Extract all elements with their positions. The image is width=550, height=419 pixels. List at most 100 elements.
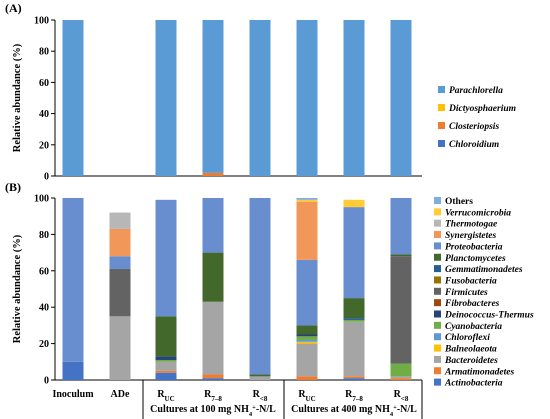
bar-segment: [202, 20, 224, 173]
bar-segment: [390, 254, 412, 257]
group-label: Cultures at 100 mg NH4+-N/L: [150, 404, 276, 418]
bar-segment: [296, 339, 318, 342]
legend-label: Proteobacteria: [445, 242, 503, 252]
legend-swatch: [434, 344, 441, 352]
bar-segment: [109, 268, 131, 317]
group-label: Cultures at 400 mg NH4+-N/L: [291, 404, 417, 418]
category-label: R<8: [253, 389, 268, 403]
legend-swatch: [434, 333, 441, 341]
y-tick-label: 80: [39, 230, 49, 241]
bar-segment: [390, 378, 412, 380]
bar-segment: [202, 374, 224, 379]
bar-segment: [109, 212, 131, 229]
legend-swatch: [434, 321, 441, 329]
legend-swatch: [434, 378, 441, 386]
category-label: ADe: [111, 389, 130, 400]
bar-segment: [390, 20, 412, 176]
legend-label: Synergistetes: [445, 231, 496, 241]
bar-segment: [296, 334, 318, 337]
bar-segment: [343, 298, 365, 319]
bar-segment: [343, 378, 365, 380]
bar-segment: [155, 370, 177, 373]
bar-segment: [249, 374, 271, 377]
bar-segment: [343, 20, 365, 176]
legend-swatch: [438, 140, 445, 147]
bar-segment: [390, 376, 412, 379]
panel-a: (A) Relative abundance (%) 0 20 40 60 80 100 Par…: [5, 1, 516, 183]
legend-label: Actinobacteria: [444, 379, 503, 389]
bar-segment: [155, 20, 177, 176]
y-tick-label: 20: [39, 140, 49, 151]
legend-label: Verrucomicrobia: [445, 208, 511, 218]
legend-label: Firmicutes: [444, 288, 488, 298]
bar-segment: [343, 376, 365, 379]
legend-swatch: [434, 276, 441, 284]
bar-segment: [343, 199, 365, 208]
y-tick-label: 80: [39, 47, 49, 58]
legend-label: Planctomycetes: [445, 254, 506, 264]
legend-swatch: [438, 104, 445, 111]
bar-segment: [296, 20, 318, 176]
category-label: R<8: [394, 389, 409, 403]
bar-segment: [109, 256, 131, 269]
bar-segment: [296, 341, 318, 344]
bar-segment: [390, 256, 412, 364]
legend-label: Fibrobacteres: [444, 299, 500, 309]
bar-segment: [155, 361, 177, 371]
bar-segment: [202, 252, 224, 302]
bar-segment: [343, 319, 365, 322]
y-tick-label: 20: [39, 339, 49, 350]
legend-swatch: [434, 253, 441, 261]
category-label: RUC: [157, 389, 174, 403]
bar-segment: [109, 228, 131, 257]
bar-segment: [155, 359, 177, 362]
legend-swatch: [434, 231, 441, 239]
legend-swatch: [434, 299, 441, 307]
bar-segment: [202, 301, 224, 375]
legend-label: Chloroidium: [449, 140, 499, 150]
bar-segment: [296, 259, 318, 326]
legend-swatch: [434, 219, 441, 227]
legend-label: Parachlorella: [449, 86, 503, 96]
y-axis-label: Relative abundance (%): [12, 234, 23, 343]
y-axis-label: Relative abundance (%): [12, 43, 23, 152]
legend-label: Fusobacteria: [444, 276, 497, 286]
legend-label: Thermotogae: [445, 220, 498, 230]
bar-segment: [390, 363, 412, 377]
bar-segment: [296, 336, 318, 340]
y-tick-label: 0: [44, 376, 49, 387]
bar-segment: [62, 198, 84, 362]
bar-segment: [296, 343, 318, 377]
bar-segment: [343, 207, 365, 299]
category-label: Inoculum: [52, 389, 94, 400]
bar-segment: [155, 372, 177, 380]
legend-label: Bacteroidetes: [444, 356, 498, 366]
bar-segment: [202, 172, 224, 176]
legend-swatch: [438, 122, 445, 129]
legend-swatch: [434, 355, 441, 363]
y-tick-label: 40: [39, 109, 49, 120]
legend-label: Armatimonadetes: [444, 367, 514, 377]
legend-label: Closteriopsis: [449, 122, 499, 132]
legend-swatch: [438, 86, 445, 93]
y-tick-label: 100: [34, 194, 49, 205]
bar-segment: [296, 201, 318, 260]
y-tick-label: 60: [39, 78, 49, 89]
bar-segment: [296, 325, 318, 335]
legend-swatch: [434, 310, 441, 318]
bottom-axis: Inoculum ADe RUC R7–8 R<8 RUC R7–8 R<8Cultures …: [52, 380, 423, 419]
legend-label: Chloroflexi: [445, 333, 490, 343]
bar-segment: [249, 376, 271, 380]
y-tick-label: 100: [34, 16, 49, 27]
panel-label: (A): [5, 1, 22, 15]
panel-b: (B) Relative abundance (%) 0 20 40 60 80 100 Oth…: [5, 180, 534, 389]
y-tick-label: 40: [39, 303, 49, 314]
legend-swatch: [434, 265, 441, 273]
y-tick-label: 60: [39, 266, 49, 277]
legend-label: Gemmatimonadetes: [445, 265, 523, 275]
bar-segment: [62, 20, 84, 176]
category-label: RUC: [298, 389, 315, 403]
legend-swatch: [434, 367, 441, 375]
legend-label: Cyanobacteria: [445, 322, 502, 332]
